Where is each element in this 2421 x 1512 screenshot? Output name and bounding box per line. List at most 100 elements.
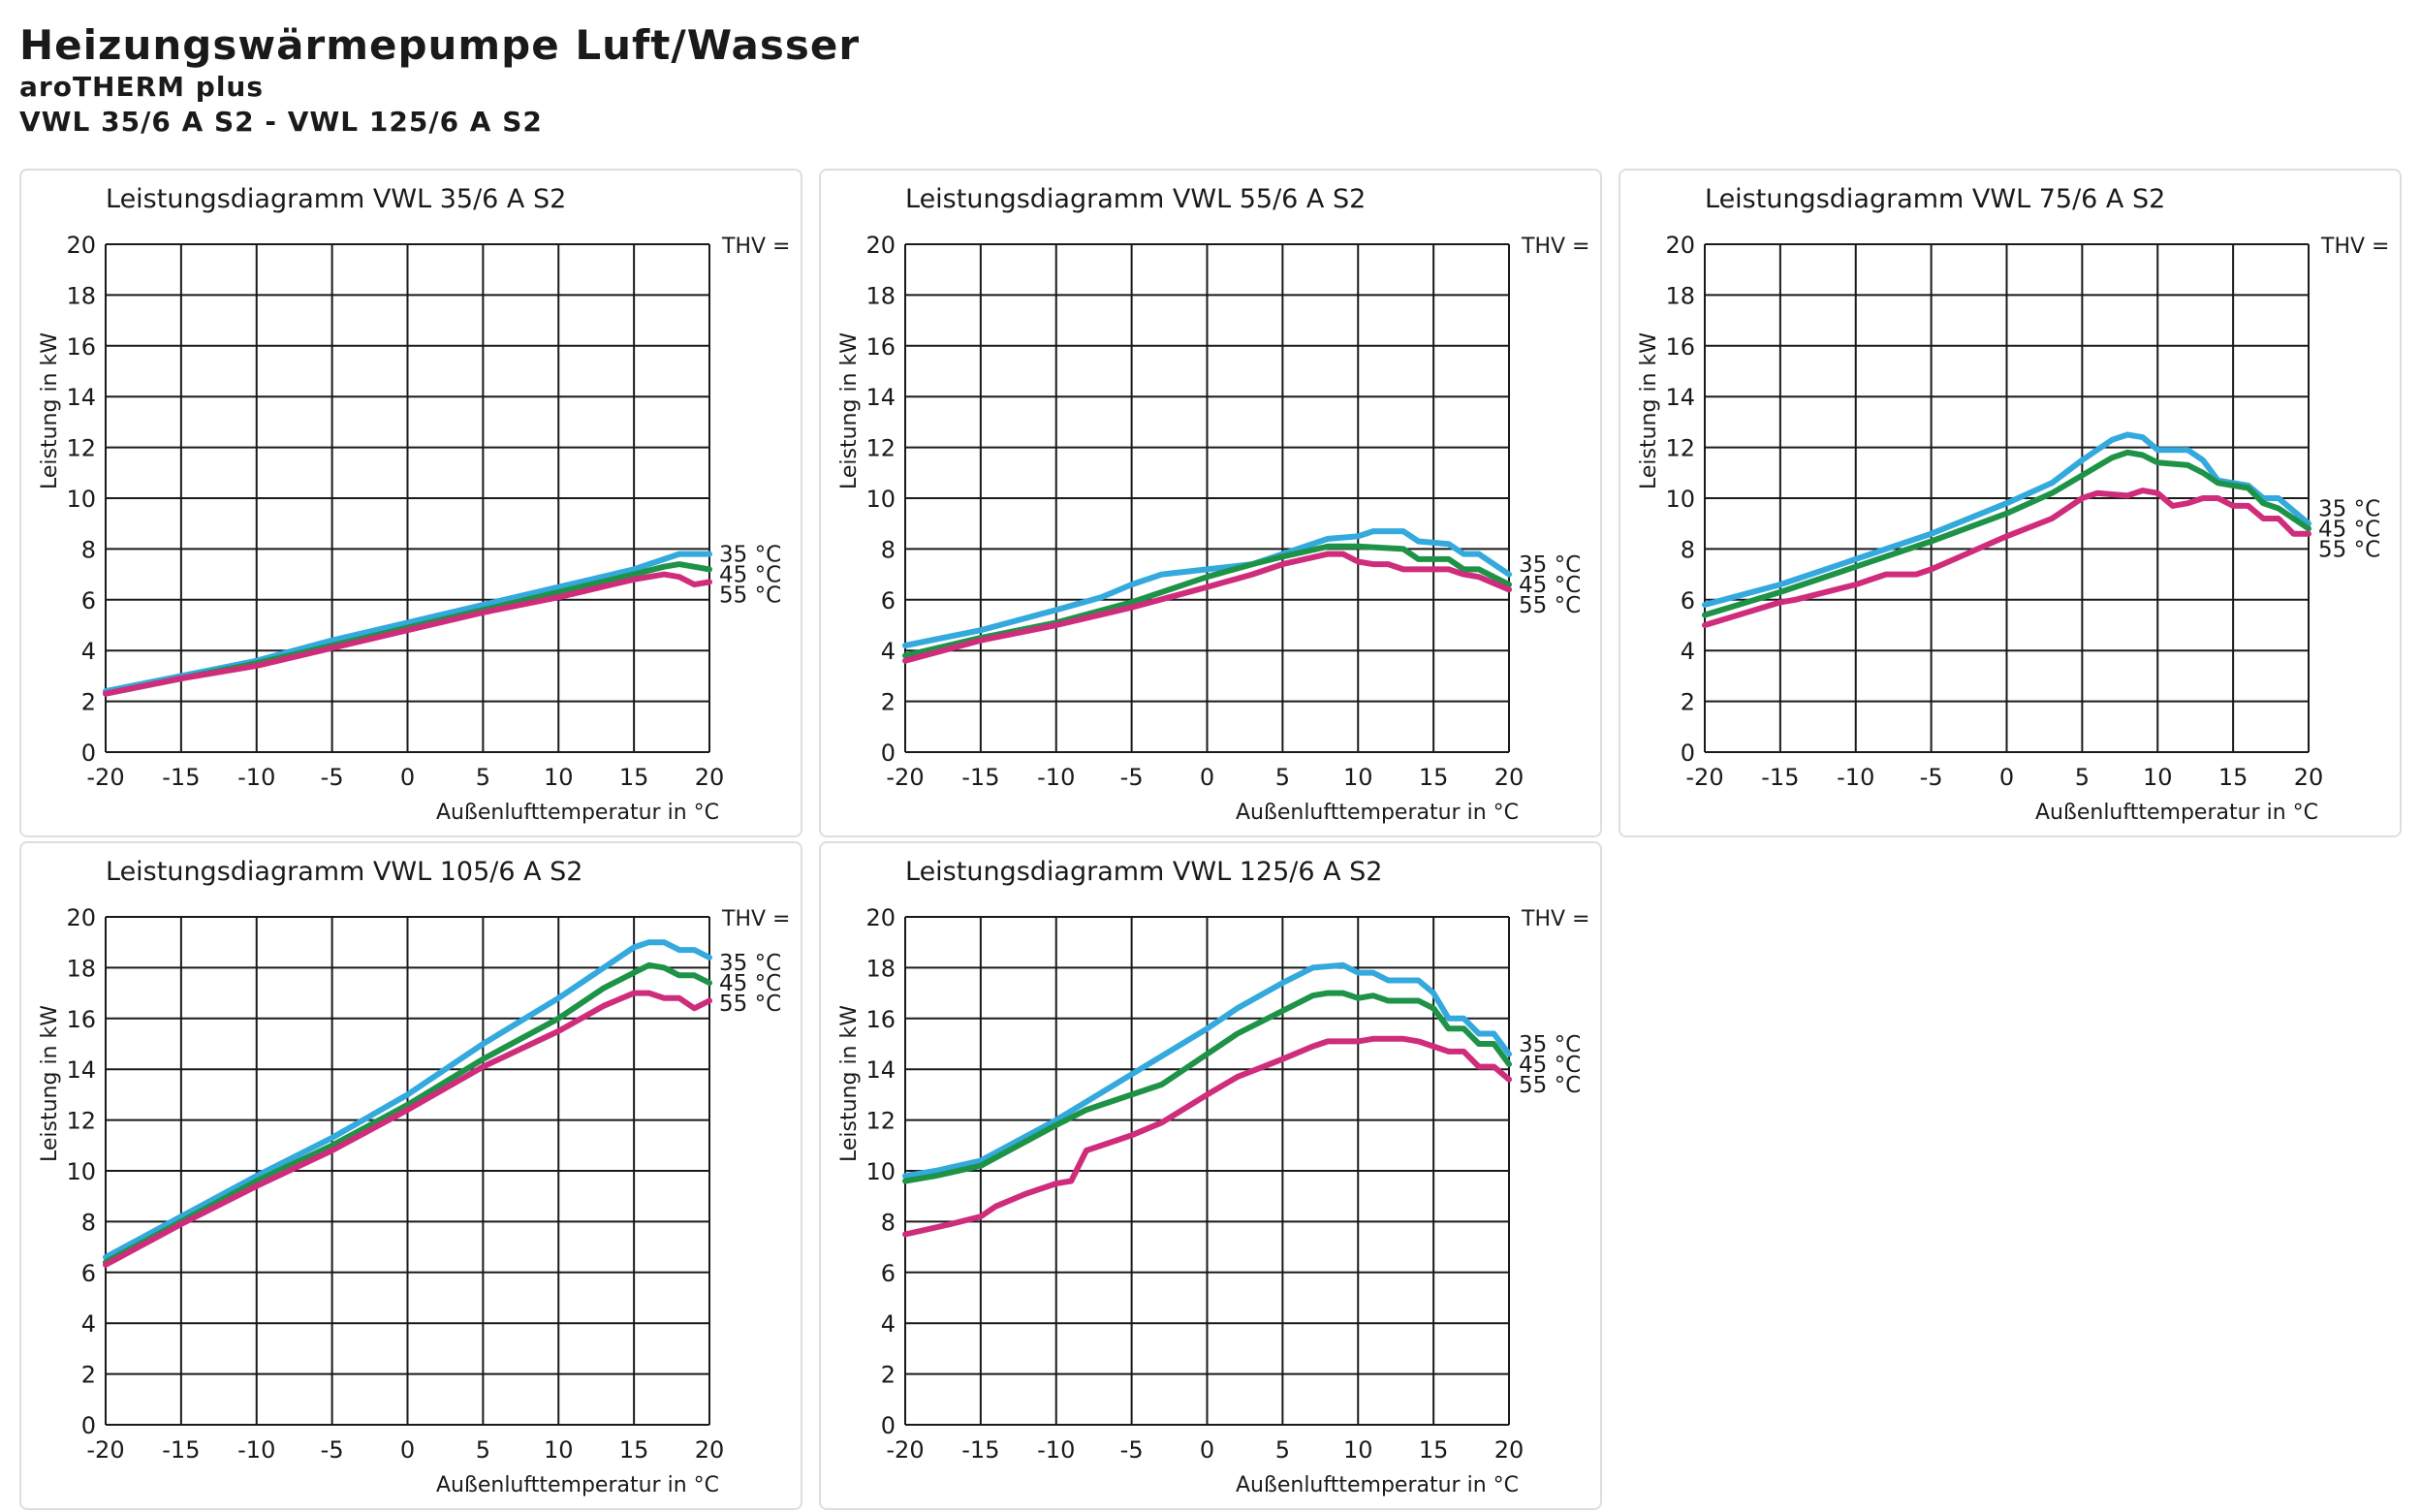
y-tick-label: 16 bbox=[66, 1006, 96, 1033]
y-tick-label: 6 bbox=[81, 1260, 96, 1287]
chart-panel-vwl-75: Leistungsdiagramm VWL 75/6 A S2 0 2 4 6 8 10 12… bbox=[1619, 169, 2402, 837]
x-tick-label: 20 bbox=[695, 764, 725, 791]
series-line-55-c bbox=[103, 990, 712, 1268]
x-tick-label: 5 bbox=[2075, 764, 2090, 791]
y-tick-label: 14 bbox=[66, 1056, 96, 1084]
series-label-55-c: 55 °C bbox=[2318, 537, 2380, 562]
y-tick-label: 6 bbox=[1681, 587, 1695, 614]
chart-svg: Leistungsdiagramm VWL 55/6 A S2 0 2 4 6 8 10 12… bbox=[837, 184, 1589, 825]
x-tick-label: 10 bbox=[2143, 764, 2173, 791]
x-tick-label: 5 bbox=[476, 764, 490, 791]
series-line-45-c bbox=[103, 961, 712, 1266]
y-tick-label: 10 bbox=[66, 486, 96, 513]
y-tick-label: 4 bbox=[81, 1310, 96, 1338]
x-tick-label: 0 bbox=[1200, 764, 1214, 791]
y-tick-label: 14 bbox=[865, 1056, 896, 1084]
x-tick-label: -5 bbox=[1920, 764, 1943, 791]
y-tick-label: 12 bbox=[66, 435, 96, 462]
x-axis-label: Außenlufttemperatur in °C bbox=[436, 1473, 719, 1497]
x-tick-label: -15 bbox=[162, 764, 200, 791]
chart-svg: Leistungsdiagramm VWL 75/6 A S2 0 2 4 6 8 10 12… bbox=[1637, 184, 2389, 825]
x-tick-label: -10 bbox=[237, 1436, 275, 1464]
y-axis-label: Leistung in kW bbox=[38, 332, 62, 489]
chart-title: Leistungsdiagramm VWL 75/6 A S2 bbox=[1705, 184, 2165, 214]
series-label-45-c: 45 °C bbox=[1519, 1053, 1581, 1078]
x-tick-label: 15 bbox=[1419, 764, 1449, 791]
x-tick-label: -10 bbox=[1037, 1436, 1075, 1464]
x-tick-label: 10 bbox=[1343, 764, 1373, 791]
y-tick-label: 20 bbox=[865, 904, 896, 931]
y-tick-label: 20 bbox=[1665, 232, 1695, 259]
x-tick-label: -10 bbox=[1037, 764, 1075, 791]
y-tick-label: 0 bbox=[1681, 740, 1695, 767]
x-tick-label: -20 bbox=[1685, 764, 1723, 791]
x-axis-label: Außenlufttemperatur in °C bbox=[2035, 801, 2318, 825]
x-tick-label: 5 bbox=[1275, 764, 1290, 791]
chart-panel-vwl-125: Leistungsdiagramm VWL 125/6 A S2 0 2 4 6 8 10 1… bbox=[819, 841, 1602, 1510]
x-tick-label: 0 bbox=[1200, 1436, 1214, 1464]
y-tick-label: 18 bbox=[865, 282, 896, 309]
y-tick-label: 4 bbox=[881, 1310, 896, 1338]
chart-title: Leistungsdiagramm VWL 125/6 A S2 bbox=[905, 857, 1382, 887]
x-tick-label: 20 bbox=[2294, 764, 2324, 791]
page-header: Heizungswärmepumpe Luft/Wasser aroTHERM … bbox=[19, 21, 860, 140]
series-label-45-c: 45 °C bbox=[719, 563, 781, 588]
y-tick-label: 4 bbox=[1681, 638, 1695, 665]
x-tick-label: 20 bbox=[1494, 1436, 1525, 1464]
x-tick-label: -20 bbox=[886, 1436, 924, 1464]
y-axis-label: Leistung in kW bbox=[1637, 332, 1661, 489]
y-tick-label: 12 bbox=[865, 435, 896, 462]
y-tick-label: 4 bbox=[881, 638, 896, 665]
x-tick-label: -15 bbox=[961, 764, 999, 791]
series-label-35-c: 35 °C bbox=[1519, 1032, 1581, 1057]
y-tick-label: 2 bbox=[81, 689, 96, 716]
series-line-55-c bbox=[902, 1035, 1512, 1238]
y-tick-label: 18 bbox=[66, 282, 96, 309]
series-line-45-c bbox=[902, 543, 1512, 659]
x-axis-label: Außenlufttemperatur in °C bbox=[436, 801, 719, 825]
x-tick-label: 20 bbox=[695, 1436, 725, 1464]
x-tick-label: -5 bbox=[321, 1436, 344, 1464]
y-tick-label: 12 bbox=[865, 1108, 896, 1135]
legend-title: THV = bbox=[721, 907, 790, 931]
y-tick-label: 2 bbox=[881, 689, 896, 716]
series-label-35-c: 35 °C bbox=[2318, 496, 2380, 521]
y-tick-label: 10 bbox=[66, 1158, 96, 1185]
x-tick-label: -20 bbox=[86, 1436, 124, 1464]
y-tick-label: 8 bbox=[1681, 536, 1695, 563]
y-tick-label: 10 bbox=[1665, 486, 1695, 513]
series-label-35-c: 35 °C bbox=[719, 543, 781, 568]
x-tick-label: -5 bbox=[321, 764, 344, 791]
y-tick-label: 0 bbox=[881, 740, 896, 767]
y-tick-label: 8 bbox=[881, 536, 896, 563]
y-tick-label: 10 bbox=[865, 486, 896, 513]
y-tick-label: 16 bbox=[66, 333, 96, 361]
x-tick-label: 20 bbox=[1494, 764, 1525, 791]
series-line-55-c bbox=[902, 551, 1512, 664]
y-tick-label: 8 bbox=[881, 1209, 896, 1236]
x-tick-label: -20 bbox=[86, 764, 124, 791]
y-tick-label: 20 bbox=[66, 904, 96, 931]
y-tick-label: 16 bbox=[865, 1006, 896, 1033]
x-tick-label: -10 bbox=[1837, 764, 1874, 791]
page-subtitle-product: aroTHERM plus bbox=[19, 71, 265, 103]
y-tick-label: 18 bbox=[865, 955, 896, 982]
series-label-35-c: 35 °C bbox=[719, 951, 781, 976]
chart-title: Leistungsdiagramm VWL 35/6 A S2 bbox=[106, 184, 566, 214]
x-tick-label: 10 bbox=[1343, 1436, 1373, 1464]
y-tick-label: 14 bbox=[1665, 384, 1695, 411]
chart-panel-vwl-105: Leistungsdiagramm VWL 105/6 A S2 0 2 4 6 8 10 1… bbox=[19, 841, 802, 1510]
x-tick-label: 15 bbox=[1419, 1436, 1449, 1464]
y-tick-label: 14 bbox=[865, 384, 896, 411]
x-tick-label: 15 bbox=[619, 1436, 649, 1464]
chart-title: Leistungsdiagramm VWL 55/6 A S2 bbox=[905, 184, 1366, 214]
series-line-45-c bbox=[1702, 449, 2311, 618]
y-tick-label: 4 bbox=[81, 638, 96, 665]
x-tick-label: 15 bbox=[619, 764, 649, 791]
y-tick-label: 0 bbox=[881, 1412, 896, 1439]
x-tick-label: -5 bbox=[1120, 1436, 1144, 1464]
x-tick-label: -10 bbox=[237, 764, 275, 791]
y-tick-label: 2 bbox=[81, 1362, 96, 1389]
x-axis-label: Außenlufttemperatur in °C bbox=[1236, 801, 1519, 825]
x-tick-label: 15 bbox=[2218, 764, 2248, 791]
